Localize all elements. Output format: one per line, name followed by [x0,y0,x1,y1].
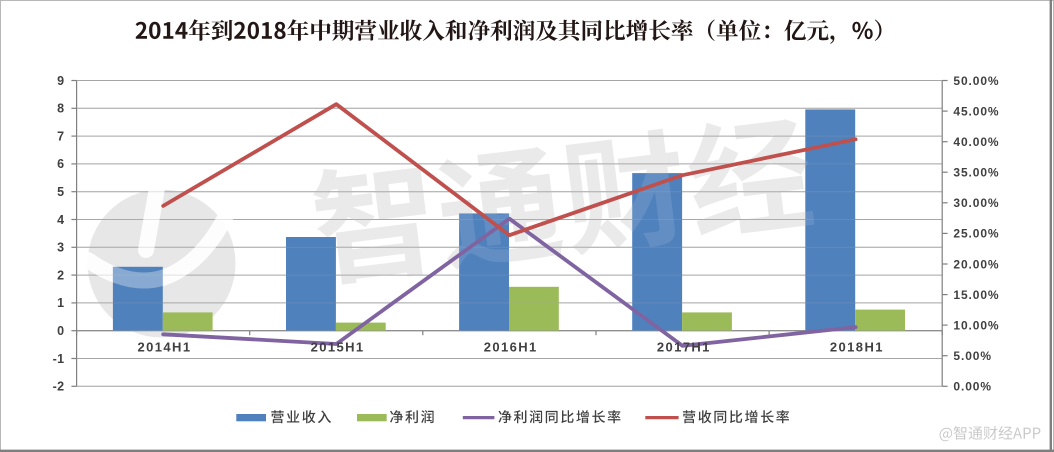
svg-text:1: 1 [57,296,64,310]
svg-text:2: 2 [57,268,64,282]
svg-text:2016H1: 2016H1 [484,340,538,355]
svg-text:8: 8 [57,102,64,116]
svg-text:9: 9 [57,74,64,88]
svg-text:2015H1: 2015H1 [311,340,365,355]
svg-text:15.00%: 15.00% [953,288,999,302]
svg-text:0.00%: 0.00% [953,380,992,394]
svg-text:40.00%: 40.00% [953,135,999,149]
svg-text:-1: -1 [53,352,65,366]
svg-text:30.00%: 30.00% [953,196,999,210]
svg-text:25.00%: 25.00% [953,227,999,241]
svg-text:7: 7 [57,129,64,143]
svg-text:5.00%: 5.00% [953,349,992,363]
svg-text:10.00%: 10.00% [953,318,999,332]
svg-text:45.00%: 45.00% [953,104,999,118]
svg-text:4: 4 [57,213,64,227]
svg-text:2018H1: 2018H1 [830,340,884,355]
svg-text:3: 3 [57,241,64,255]
svg-text:20.00%: 20.00% [953,257,999,271]
svg-text:5: 5 [57,185,64,199]
svg-text:35.00%: 35.00% [953,166,999,180]
svg-text:-2: -2 [53,380,65,394]
svg-text:6: 6 [57,157,64,171]
svg-text:2017H1: 2017H1 [657,340,711,355]
svg-text:0: 0 [57,324,64,338]
svg-text:2014H1: 2014H1 [138,340,192,355]
svg-text:50.00%: 50.00% [953,74,999,88]
